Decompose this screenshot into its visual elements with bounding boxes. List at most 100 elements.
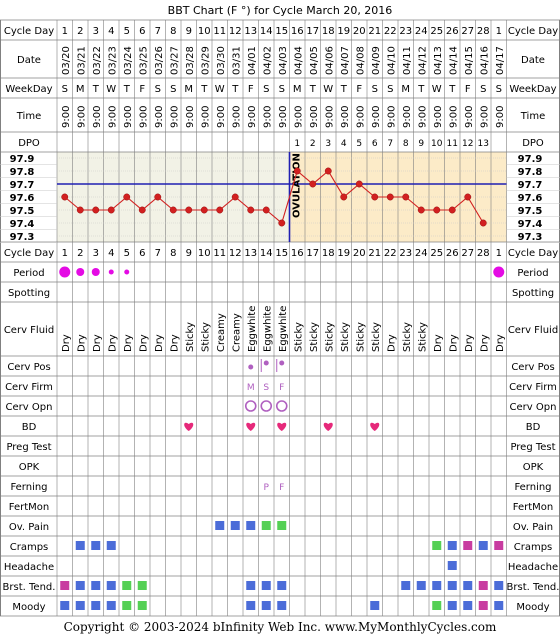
date-label: 04/15 xyxy=(464,46,475,75)
date-label: 03/31 xyxy=(231,46,242,75)
cycle-day-number: 6 xyxy=(139,26,145,37)
row-label-left: Moody xyxy=(12,602,45,613)
time-label: 9:00 xyxy=(61,106,72,128)
ytick-right: 97.8 xyxy=(518,167,543,178)
weekday-label: T xyxy=(200,84,208,95)
time-label: 9:00 xyxy=(123,106,134,128)
ytick-right: 97.3 xyxy=(518,232,543,243)
cycle-day-number: 16 xyxy=(291,248,304,259)
cycle-day-number: 26 xyxy=(446,26,459,37)
weekday-label: W xyxy=(215,84,225,95)
cerv-fluid-label: Sticky xyxy=(185,322,196,352)
row-label-right: Cerv Pos xyxy=(511,362,554,373)
ytick-right: 97.4 xyxy=(518,219,543,230)
cycle-day-number: 27 xyxy=(461,248,474,259)
weekday-label: S xyxy=(387,84,393,95)
time-label: 9:00 xyxy=(154,106,165,128)
date-label: 04/16 xyxy=(479,46,490,75)
temp-point xyxy=(123,193,131,201)
moody-marker xyxy=(122,601,132,610)
brst-tend-marker xyxy=(432,581,442,590)
cerv-fluid-label: Creamy xyxy=(231,313,242,352)
cycle-day-number: 21 xyxy=(368,248,381,259)
temp-point xyxy=(247,206,255,214)
row-label-right: Period xyxy=(517,268,548,279)
moody-marker xyxy=(463,601,473,610)
date-label: 03/23 xyxy=(107,46,118,75)
cycle-day-number: 14 xyxy=(260,26,273,37)
temp-point xyxy=(448,206,456,214)
date-label: 04/13 xyxy=(433,46,444,75)
brst-tend-marker xyxy=(463,581,473,590)
dpo-number: 1 xyxy=(294,139,300,149)
cycle-day-number: 23 xyxy=(399,26,412,37)
time-label: 9:00 xyxy=(169,106,180,128)
row-label-left: Cerv Opn xyxy=(6,402,53,413)
cycle-day-number: 7 xyxy=(155,248,161,259)
row-label-right: Spotting xyxy=(512,288,554,299)
moody-marker xyxy=(75,601,85,610)
row-label-left: Cerv Fluid xyxy=(4,325,54,336)
cycle-day-number: 11 xyxy=(213,26,226,37)
cerv-fluid-label: Sticky xyxy=(200,322,211,352)
cycle-day-number: 22 xyxy=(384,26,397,37)
temp-point xyxy=(417,206,425,214)
period-dot xyxy=(59,266,71,278)
cerv-fluid-label: Eggwhite xyxy=(247,306,258,352)
bd-heart-icon xyxy=(184,422,194,431)
dpo-number: 13 xyxy=(478,139,489,149)
ov-pain-marker xyxy=(246,521,256,530)
row-label-left: OPK xyxy=(19,462,40,473)
weekday-label: M xyxy=(76,84,85,95)
weekday-label: T xyxy=(309,84,317,95)
cerv-fluid-label: Dry xyxy=(448,334,459,352)
row-label-right: Moody xyxy=(516,602,549,613)
date-label: 04/11 xyxy=(402,46,413,75)
time-label: 9:00 xyxy=(216,106,227,128)
temp-point xyxy=(278,219,286,227)
brst-tend-marker xyxy=(277,581,287,590)
cerv-fluid-label: Sticky xyxy=(355,322,366,352)
weekday-label: W xyxy=(432,84,442,95)
cycle-day-number: 5 xyxy=(124,248,130,259)
ytick-right: 97.6 xyxy=(518,193,543,204)
date-label: 03/30 xyxy=(216,46,227,75)
cycle-day-number: 24 xyxy=(415,248,428,259)
date-label: 04/02 xyxy=(262,46,273,75)
row-label-right: Cerv Opn xyxy=(510,402,557,413)
date-label: 03/27 xyxy=(169,46,180,75)
cerv-opn-circle xyxy=(260,400,273,412)
weekday-label: F xyxy=(248,84,254,95)
row-label-left: Ferning xyxy=(10,482,47,493)
row-label-left: Ov. Pain xyxy=(9,522,49,533)
weekday-label: S xyxy=(496,84,502,95)
row-label-left: Cerv Pos xyxy=(7,362,50,373)
cycle-day-number: 13 xyxy=(244,26,257,37)
cycle-day-number: 8 xyxy=(170,248,176,259)
time-label: 9:00 xyxy=(200,106,211,128)
weekday-label: M xyxy=(184,84,193,95)
cramps-marker xyxy=(463,541,473,550)
dpo-number: 12 xyxy=(462,139,473,149)
temp-point xyxy=(309,180,317,188)
cramps-marker xyxy=(447,541,457,550)
dpo-number: 10 xyxy=(431,139,443,149)
cerv-pos-dot xyxy=(279,360,285,366)
moody-marker xyxy=(447,601,457,610)
temp-point xyxy=(61,193,69,201)
weekday-label: F xyxy=(465,84,471,95)
cycle-day-number: 4 xyxy=(108,26,114,37)
temp-point xyxy=(433,206,441,214)
time-label: 9:00 xyxy=(402,106,413,128)
date-label: 04/09 xyxy=(371,46,382,75)
brst-tend-marker xyxy=(494,581,504,590)
moody-marker xyxy=(432,601,442,610)
date-label: 03/22 xyxy=(92,46,103,75)
dpo-number: 11 xyxy=(447,139,458,149)
chart-title: BBT Chart (F °) for Cycle March 20, 2016 xyxy=(168,4,393,17)
brst-tend-marker xyxy=(91,581,101,590)
date-label: 04/06 xyxy=(324,46,335,75)
cramps-marker xyxy=(106,541,116,550)
weekday-label: M xyxy=(401,84,410,95)
date-label: 03/21 xyxy=(76,46,87,75)
